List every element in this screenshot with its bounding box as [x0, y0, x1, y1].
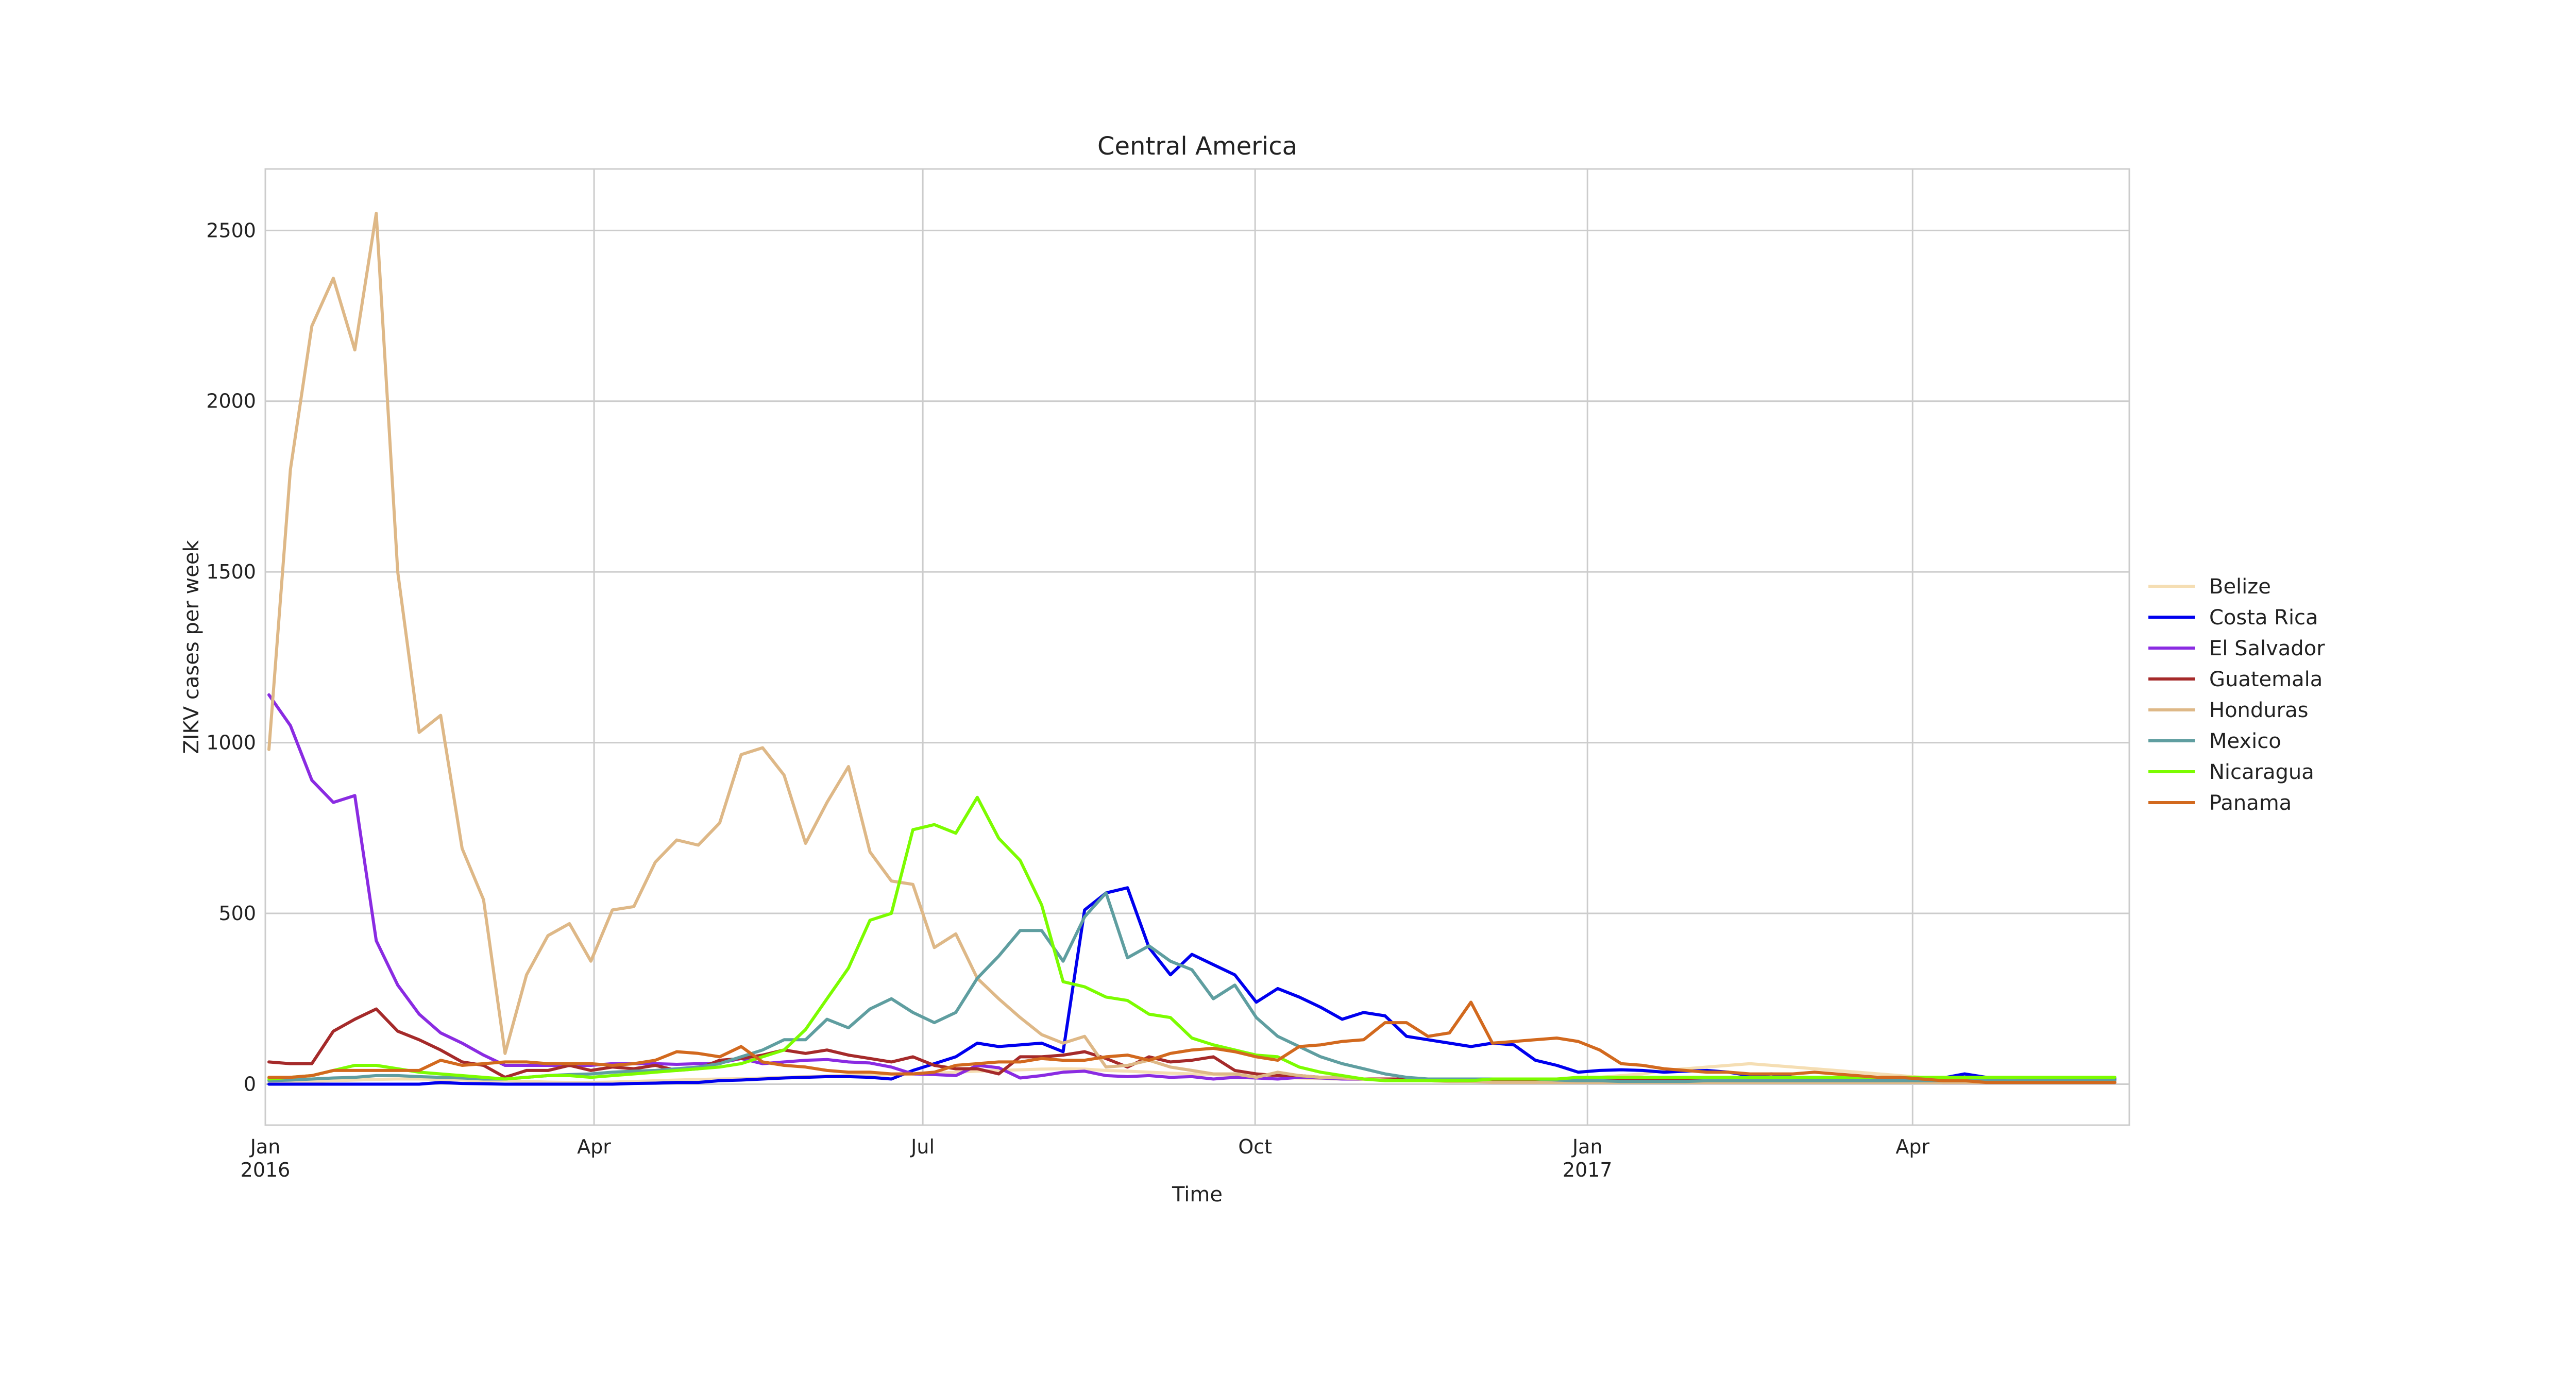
y-tick-label: 1000 — [206, 732, 256, 754]
legend-label-el-salvador: El Salvador — [2209, 637, 2325, 660]
x-tick-label: Apr — [577, 1135, 611, 1158]
series-line-honduras — [267, 212, 2116, 1084]
y-tick-label: 0 — [244, 1073, 256, 1095]
series-line-panama — [267, 1000, 2116, 1084]
x-tick-label: Apr — [1895, 1135, 1929, 1158]
y-tick-label: 2000 — [206, 390, 256, 413]
series-lines — [267, 212, 2116, 1086]
x-tick-sublabel: 2016 — [241, 1159, 291, 1181]
y-tick-label: 2500 — [206, 219, 256, 242]
legend-label-mexico: Mexico — [2209, 729, 2281, 753]
legend-label-panama: Panama — [2209, 791, 2292, 815]
plot-background — [265, 169, 2129, 1125]
y-tick-label: 1500 — [206, 560, 256, 583]
x-tick-label: Jan — [249, 1135, 281, 1158]
plot-frame — [264, 168, 2130, 1126]
legend: Belize Costa Rica El Salvador Guatemala Hond… — [2148, 575, 2325, 815]
x-tick-label: Jul — [910, 1135, 935, 1158]
legend-label-belize: Belize — [2209, 575, 2271, 599]
legend-label-costa-rica: Costa Rica — [2209, 606, 2318, 630]
y-tick-label: 500 — [218, 902, 256, 925]
series-line-nicaragua — [267, 795, 2116, 1082]
x-axis-label: Time — [1172, 1183, 1223, 1207]
legend-label-honduras: Honduras — [2209, 699, 2308, 722]
chart-title: Central America — [1097, 132, 1297, 161]
series-line-mexico — [267, 891, 2116, 1083]
legend-label-nicaragua: Nicaragua — [2209, 760, 2314, 784]
x-tick-sublabel: 2017 — [1563, 1159, 1613, 1181]
x-tick-label: Oct — [1238, 1135, 1272, 1158]
series-line-belize — [267, 1062, 2116, 1084]
y-axis-label: ZIKV cases per week — [180, 540, 204, 754]
legend-label-guatemala: Guatemala — [2209, 668, 2323, 691]
x-tick-label: Jan — [1571, 1135, 1603, 1158]
y-axis-ticks: 0 500 1000 1500 2000 2500 — [206, 219, 256, 1095]
